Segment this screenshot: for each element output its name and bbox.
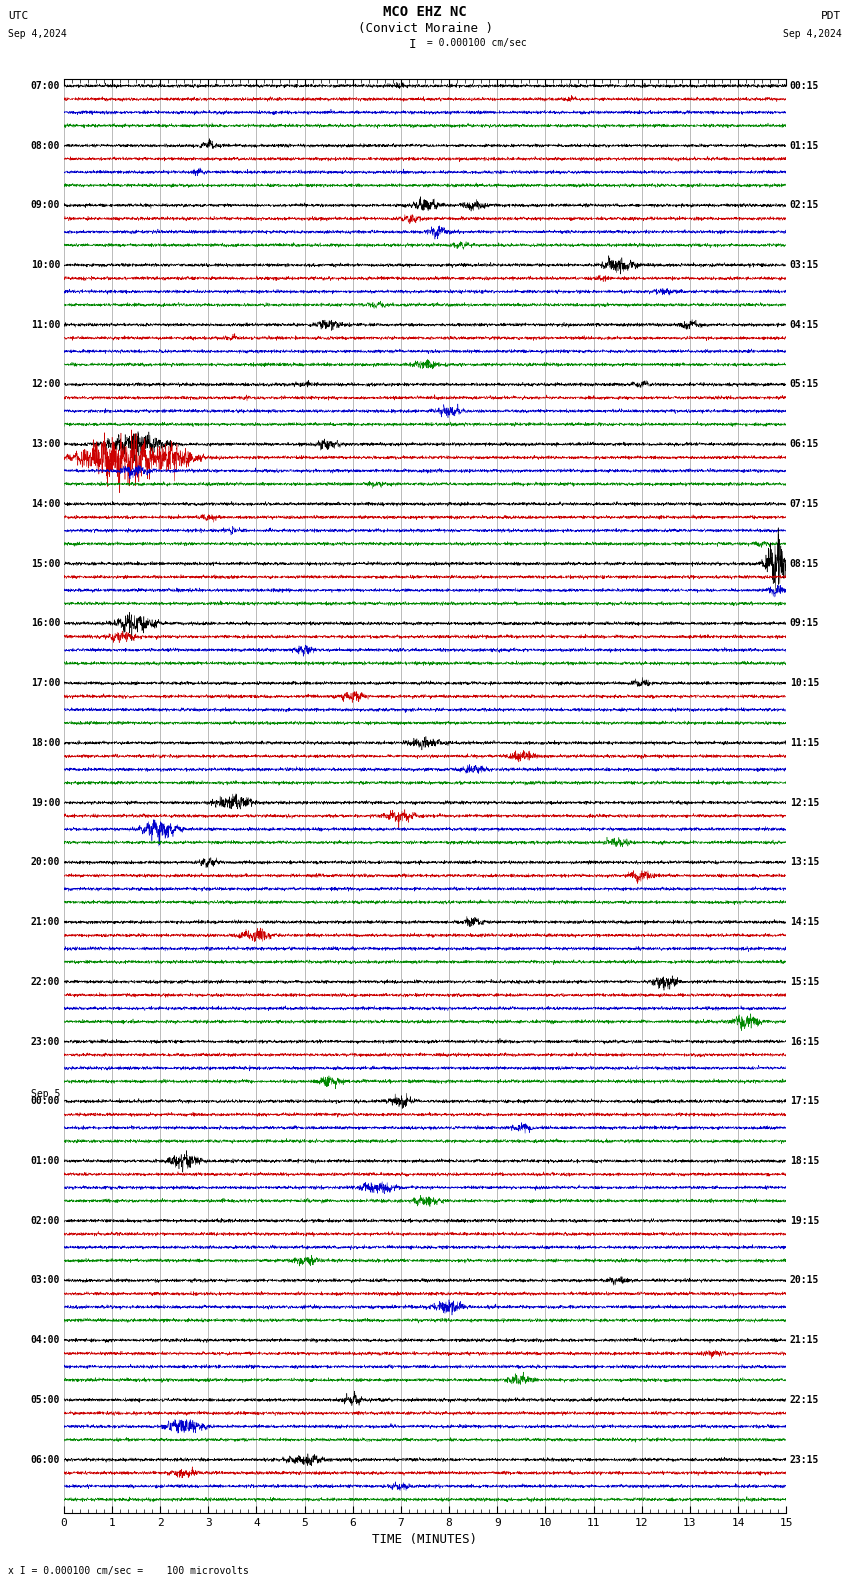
Text: 01:00: 01:00 [31, 1156, 60, 1166]
Text: 20:15: 20:15 [790, 1275, 819, 1286]
Text: 05:00: 05:00 [31, 1396, 60, 1405]
Text: 07:15: 07:15 [790, 499, 819, 508]
Text: 05:15: 05:15 [790, 380, 819, 390]
Text: 13:15: 13:15 [790, 857, 819, 868]
Text: 10:00: 10:00 [31, 260, 60, 269]
Text: 02:15: 02:15 [790, 200, 819, 211]
Text: Sep 4,2024: Sep 4,2024 [783, 29, 842, 38]
Text: 09:00: 09:00 [31, 200, 60, 211]
Text: 12:15: 12:15 [790, 798, 819, 808]
Text: 19:00: 19:00 [31, 798, 60, 808]
Text: 02:00: 02:00 [31, 1215, 60, 1226]
Text: MCO EHZ NC: MCO EHZ NC [383, 5, 467, 19]
Text: 10:15: 10:15 [790, 678, 819, 687]
Text: 04:00: 04:00 [31, 1335, 60, 1345]
Text: I: I [409, 38, 416, 51]
Text: 18:15: 18:15 [790, 1156, 819, 1166]
Text: 17:15: 17:15 [790, 1096, 819, 1106]
Text: 18:00: 18:00 [31, 738, 60, 748]
Text: 08:15: 08:15 [790, 559, 819, 569]
Text: 19:15: 19:15 [790, 1215, 819, 1226]
Text: 01:15: 01:15 [790, 141, 819, 150]
Text: = 0.000100 cm/sec: = 0.000100 cm/sec [421, 38, 526, 48]
Text: PDT: PDT [821, 11, 842, 21]
Text: 14:15: 14:15 [790, 917, 819, 927]
Text: x I = 0.000100 cm/sec =    100 microvolts: x I = 0.000100 cm/sec = 100 microvolts [8, 1567, 249, 1576]
Text: 06:00: 06:00 [31, 1454, 60, 1465]
Text: 04:15: 04:15 [790, 320, 819, 329]
Text: 00:15: 00:15 [790, 81, 819, 90]
Text: 09:15: 09:15 [790, 618, 819, 629]
Text: 22:15: 22:15 [790, 1396, 819, 1405]
Text: 03:15: 03:15 [790, 260, 819, 269]
Text: 15:15: 15:15 [790, 977, 819, 987]
Text: 06:15: 06:15 [790, 439, 819, 450]
Text: 20:00: 20:00 [31, 857, 60, 868]
Text: 07:00: 07:00 [31, 81, 60, 90]
Text: 15:00: 15:00 [31, 559, 60, 569]
Text: 23:15: 23:15 [790, 1454, 819, 1465]
Text: 22:00: 22:00 [31, 977, 60, 987]
Text: 11:00: 11:00 [31, 320, 60, 329]
Text: 23:00: 23:00 [31, 1036, 60, 1047]
Text: (Convict Moraine ): (Convict Moraine ) [358, 22, 492, 35]
Text: 21:15: 21:15 [790, 1335, 819, 1345]
X-axis label: TIME (MINUTES): TIME (MINUTES) [372, 1533, 478, 1546]
Text: 21:00: 21:00 [31, 917, 60, 927]
Text: 16:15: 16:15 [790, 1036, 819, 1047]
Text: 14:00: 14:00 [31, 499, 60, 508]
Text: 08:00: 08:00 [31, 141, 60, 150]
Text: Sep 5: Sep 5 [31, 1088, 60, 1099]
Text: 03:00: 03:00 [31, 1275, 60, 1286]
Text: UTC: UTC [8, 11, 29, 21]
Text: 12:00: 12:00 [31, 380, 60, 390]
Text: 17:00: 17:00 [31, 678, 60, 687]
Text: 00:00: 00:00 [31, 1096, 60, 1106]
Text: 11:15: 11:15 [790, 738, 819, 748]
Text: 13:00: 13:00 [31, 439, 60, 450]
Text: Sep 4,2024: Sep 4,2024 [8, 29, 67, 38]
Text: 16:00: 16:00 [31, 618, 60, 629]
